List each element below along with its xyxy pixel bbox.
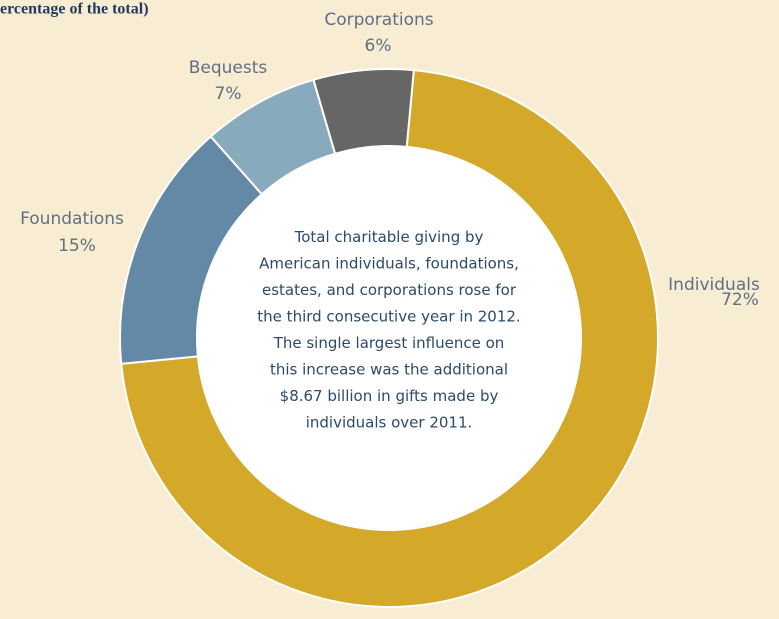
donut-slice [120,69,659,608]
category-label: Bequests [189,58,268,78]
annotation-line: this increase was the additional [270,360,508,378]
annotation-line: the third consecutive year in 2012. [257,307,520,325]
annotation-line: estates, and corporations rose for [262,281,517,299]
category-label: Corporations [324,10,433,30]
donut-hole [198,147,580,529]
annotation-line: American individuals, foundations, [259,254,519,272]
annotation-line: The single largest influence on [273,334,505,352]
category-label: Individuals [668,275,760,295]
value-label: 6% [365,36,392,56]
chart-title: ercentage of the total) [0,1,149,18]
value-label: 72% [721,290,759,310]
donut-slice [312,68,415,155]
annotation-line: individuals over 2011. [306,413,473,431]
annotation-line: Total charitable giving by [294,228,484,246]
annotation-line: $8.67 billion in gifts made by [280,387,499,405]
category-label: Foundations [20,209,124,229]
value-label: 15% [58,236,96,256]
value-label: 7% [215,84,242,104]
